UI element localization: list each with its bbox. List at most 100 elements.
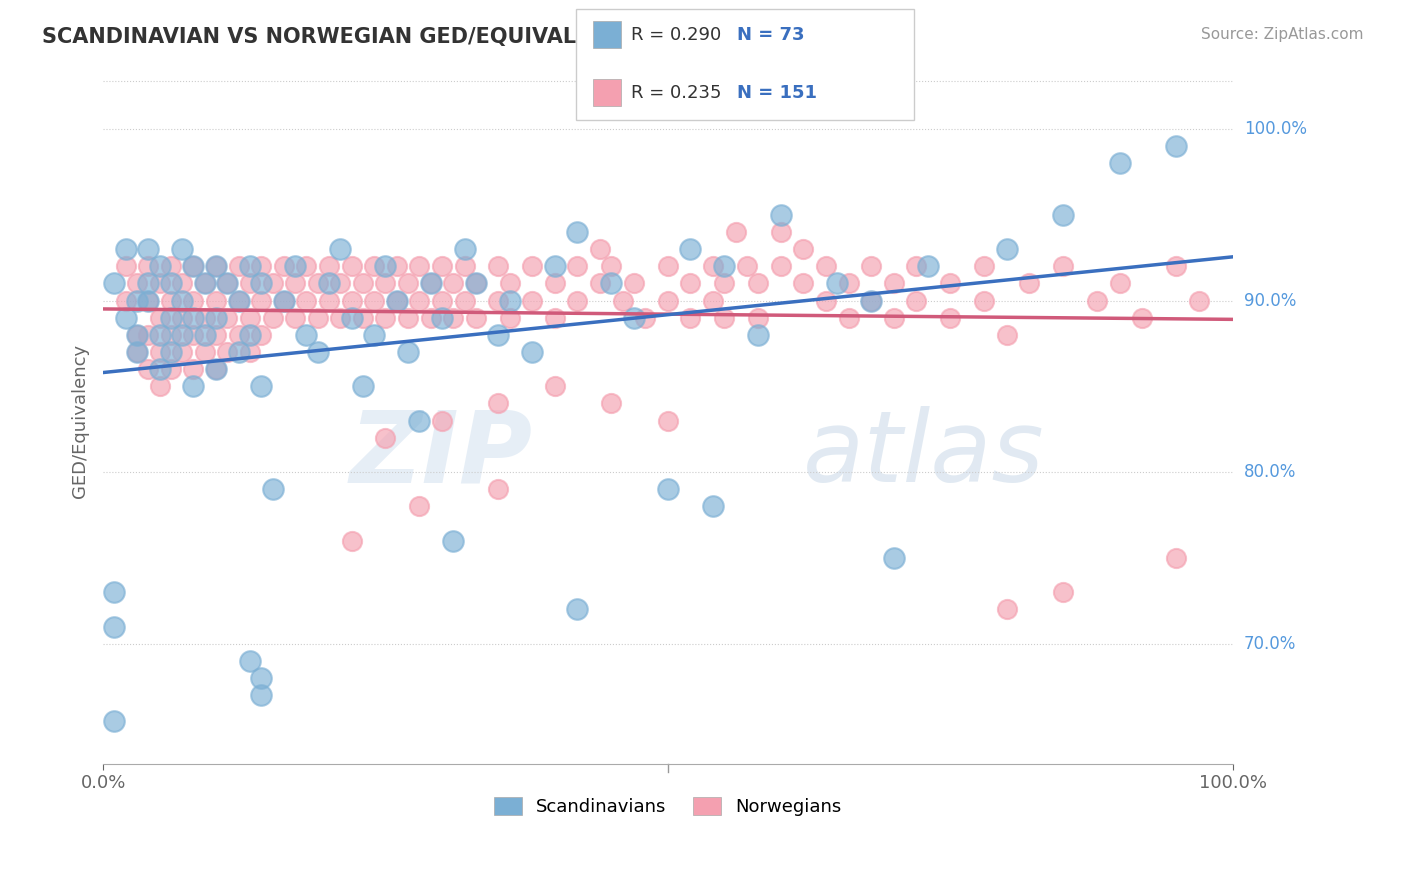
Point xyxy=(284,259,307,273)
Point xyxy=(1164,139,1187,153)
Point xyxy=(228,327,250,342)
Point xyxy=(125,345,148,359)
Point xyxy=(453,293,475,308)
Point xyxy=(217,277,239,291)
Point xyxy=(136,362,159,376)
Point xyxy=(905,259,928,273)
Point xyxy=(307,277,329,291)
Point xyxy=(702,259,724,273)
Point xyxy=(295,259,318,273)
Point xyxy=(1052,259,1074,273)
Point xyxy=(160,327,183,342)
Point xyxy=(194,277,217,291)
Point xyxy=(295,293,318,308)
Point xyxy=(205,259,228,273)
Point xyxy=(838,310,860,325)
Point xyxy=(160,362,183,376)
Point xyxy=(441,277,464,291)
Point xyxy=(486,259,509,273)
Point xyxy=(125,277,148,291)
Point xyxy=(136,277,159,291)
Point xyxy=(149,310,172,325)
Point xyxy=(396,277,419,291)
Text: 90.0%: 90.0% xyxy=(1244,292,1296,310)
Point xyxy=(702,500,724,514)
Text: N = 73: N = 73 xyxy=(737,26,804,44)
Point xyxy=(239,277,262,291)
Point xyxy=(1052,585,1074,599)
Point xyxy=(792,277,814,291)
Point xyxy=(160,310,183,325)
Point xyxy=(430,414,453,428)
Point xyxy=(352,379,374,393)
Point xyxy=(340,293,363,308)
Point xyxy=(374,259,396,273)
Text: SCANDINAVIAN VS NORWEGIAN GED/EQUIVALENCY CORRELATION CHART: SCANDINAVIAN VS NORWEGIAN GED/EQUIVALENC… xyxy=(42,27,894,46)
Point xyxy=(408,259,430,273)
Point xyxy=(825,277,848,291)
Point xyxy=(747,327,769,342)
Point xyxy=(1108,277,1130,291)
Point xyxy=(419,310,441,325)
Point xyxy=(103,619,125,633)
Point xyxy=(724,225,747,239)
Point xyxy=(329,277,352,291)
Point xyxy=(250,259,273,273)
Point xyxy=(194,277,217,291)
Point xyxy=(499,310,522,325)
Text: ZIP: ZIP xyxy=(349,407,533,503)
Text: N = 151: N = 151 xyxy=(737,84,817,102)
Point xyxy=(747,310,769,325)
Point xyxy=(160,345,183,359)
Point xyxy=(522,259,544,273)
Point xyxy=(939,277,962,291)
Point xyxy=(814,293,837,308)
Point xyxy=(250,293,273,308)
Point xyxy=(713,310,735,325)
Point xyxy=(657,483,679,497)
Point xyxy=(612,293,634,308)
Point xyxy=(183,362,205,376)
Point xyxy=(160,277,183,291)
Point xyxy=(735,259,758,273)
Point xyxy=(228,293,250,308)
Point xyxy=(172,345,194,359)
Point xyxy=(430,293,453,308)
Point xyxy=(1085,293,1108,308)
Point xyxy=(883,277,905,291)
Point xyxy=(499,293,522,308)
Point xyxy=(396,345,419,359)
Point xyxy=(1018,277,1040,291)
Point xyxy=(194,345,217,359)
Point xyxy=(973,293,995,308)
Point xyxy=(486,293,509,308)
Text: atlas: atlas xyxy=(803,407,1045,503)
Point xyxy=(385,293,408,308)
Point xyxy=(883,310,905,325)
Point xyxy=(318,259,340,273)
Point xyxy=(713,277,735,291)
Y-axis label: GED/Equivalency: GED/Equivalency xyxy=(72,343,89,498)
Point xyxy=(860,293,883,308)
Point xyxy=(340,533,363,548)
Point xyxy=(486,483,509,497)
Point xyxy=(250,277,273,291)
Point xyxy=(385,259,408,273)
Point xyxy=(396,310,419,325)
Point xyxy=(183,259,205,273)
Point xyxy=(160,259,183,273)
Point xyxy=(1188,293,1211,308)
Point xyxy=(905,293,928,308)
Point xyxy=(499,277,522,291)
Text: R = 0.290: R = 0.290 xyxy=(631,26,733,44)
Point xyxy=(995,602,1018,616)
Point xyxy=(160,293,183,308)
Point xyxy=(329,310,352,325)
Point xyxy=(239,259,262,273)
Point xyxy=(453,259,475,273)
Point xyxy=(250,671,273,685)
Point xyxy=(149,327,172,342)
Point xyxy=(363,293,385,308)
Point xyxy=(136,259,159,273)
Point xyxy=(262,277,284,291)
